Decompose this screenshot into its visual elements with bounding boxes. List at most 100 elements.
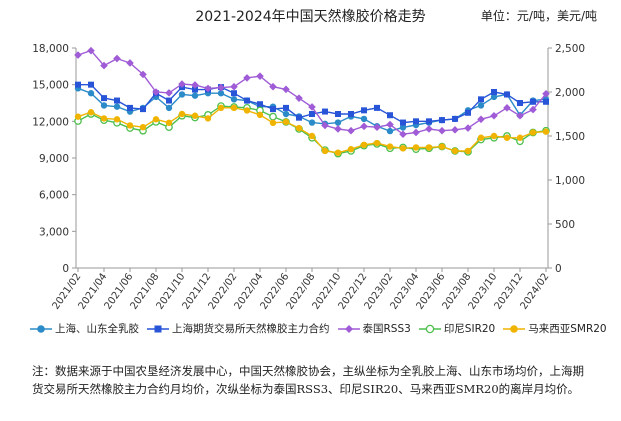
data-point [126,122,134,129]
legend-marker-icon [147,325,169,332]
data-point [412,128,420,137]
y-left-tick-label: 9,000 [39,153,69,165]
data-point [100,61,108,70]
data-point [399,145,407,152]
data-point [386,120,394,129]
data-point [282,110,290,118]
data-point [400,119,406,126]
data-point [87,46,95,55]
data-point [282,85,290,94]
data-point [451,147,459,155]
data-point [114,97,120,104]
data-point [256,72,264,80]
data-point [283,104,289,111]
data-point [425,144,433,151]
legend-label: 上海期货交易所天然橡胶主力合约 [172,323,330,335]
data-point [529,105,537,114]
data-point [347,146,355,153]
data-point [75,81,81,88]
data-point [113,54,121,63]
data-point [373,139,381,147]
data-point [204,115,212,122]
legend-marker-icon [418,324,441,333]
data-point [140,106,146,113]
data-point [100,115,108,122]
data-point [491,89,497,95]
data-point [334,149,342,156]
data-point [543,98,549,105]
data-point [113,103,121,110]
data-point [321,147,329,155]
y-right-tick-label: 1,500 [555,131,585,143]
data-point [178,91,186,98]
data-point [542,89,550,98]
data-point [230,104,238,112]
data-point [230,96,238,103]
y-right-tick-label: 2,500 [555,43,585,55]
data-point [477,102,485,109]
data-point [361,107,367,114]
legend-label: 马来西亚SMR20 [528,323,607,335]
data-point [503,104,511,112]
data-point [516,111,524,120]
legend-label: 上海、山东全乳胶 [55,323,139,335]
data-point [439,117,445,124]
data-point [87,109,95,116]
data-point [386,127,394,135]
data-point [74,51,82,59]
data-point [438,126,446,135]
data-point [100,102,108,109]
data-point [334,125,342,133]
data-point [191,81,199,89]
data-point [477,115,485,124]
data-point [230,82,238,91]
data-point [426,118,432,125]
data-point [516,134,524,141]
data-point [192,86,198,93]
data-point [269,112,277,121]
data-point [347,126,355,135]
data-point [542,128,550,135]
data-point [282,118,290,126]
data-point [256,111,264,119]
data-point [243,74,251,82]
data-point [530,98,536,105]
data-point [503,134,511,141]
data-point [295,124,303,132]
data-point [464,147,472,155]
data-point [490,132,498,140]
data-point [113,116,121,123]
data-point [270,106,276,113]
data-point [374,104,380,111]
data-point [269,119,277,127]
data-point [425,125,433,133]
data-point [74,113,82,120]
legend-marker-icon [503,324,526,333]
y-left-tick-label: 18,000 [32,43,69,55]
data-point [451,126,459,134]
legend-item: 上海、山东全乳胶 [30,321,139,336]
data-point [217,90,225,97]
line-chart: 0 3,000 6,000 9,000 12,000 15,000 18,000 0 500 1,… [32,43,585,312]
data-point [166,97,172,104]
y-right-tick-label: 2,000 [555,87,585,99]
data-point [348,111,354,117]
data-point [87,90,95,97]
data-point [217,83,225,92]
data-point [101,95,107,102]
data-point [165,119,173,127]
data-point [335,111,341,117]
data-point [360,141,368,148]
legend-item: 印尼SIR20 [418,321,495,336]
data-point [127,104,133,111]
y-left-tick-label: 6,000 [39,190,69,202]
footnote: 注：数据来源于中国农垦经济发展中心，中国天然橡胶协会，主纵坐标为全乳胶上海、山东… [32,364,584,396]
data-point [308,132,316,140]
y-left-tick-label: 0 [62,263,69,275]
data-point [269,82,277,91]
data-point [165,104,173,112]
legend-item: 泰国RSS3 [337,321,411,336]
unit-label: 单位：元/吨，美元/吨 [480,9,597,23]
data-point [231,90,237,97]
data-point [296,114,302,121]
